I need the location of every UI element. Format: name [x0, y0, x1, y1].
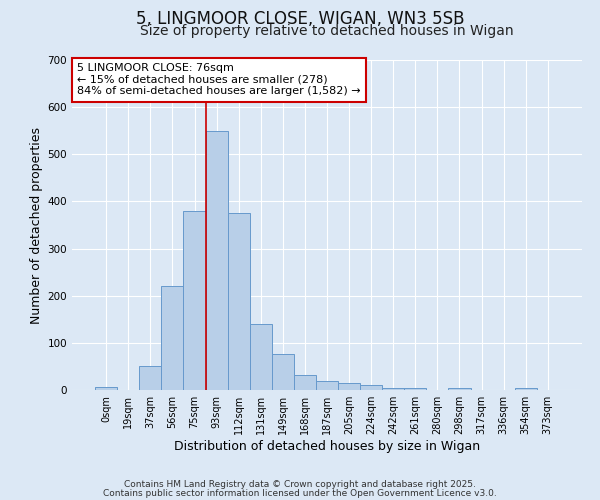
Bar — [360, 386, 382, 390]
Bar — [382, 388, 404, 390]
Title: Size of property relative to detached houses in Wigan: Size of property relative to detached ho… — [140, 24, 514, 38]
Bar — [338, 383, 360, 390]
Bar — [139, 366, 161, 390]
Bar — [161, 286, 184, 390]
Bar — [95, 386, 117, 390]
Text: Contains public sector information licensed under the Open Government Licence v3: Contains public sector information licen… — [103, 488, 497, 498]
Bar — [227, 213, 250, 390]
Bar — [184, 211, 206, 390]
Bar — [294, 375, 316, 390]
Bar — [515, 388, 537, 390]
Bar — [272, 354, 294, 390]
Y-axis label: Number of detached properties: Number of detached properties — [31, 126, 43, 324]
Text: 5, LINGMOOR CLOSE, WIGAN, WN3 5SB: 5, LINGMOOR CLOSE, WIGAN, WN3 5SB — [136, 10, 464, 28]
Bar — [206, 130, 227, 390]
Bar — [404, 388, 427, 390]
Text: Contains HM Land Registry data © Crown copyright and database right 2025.: Contains HM Land Registry data © Crown c… — [124, 480, 476, 489]
Bar — [448, 388, 470, 390]
Bar — [250, 324, 272, 390]
Bar — [316, 380, 338, 390]
X-axis label: Distribution of detached houses by size in Wigan: Distribution of detached houses by size … — [174, 440, 480, 453]
Text: 5 LINGMOOR CLOSE: 76sqm
← 15% of detached houses are smaller (278)
84% of semi-d: 5 LINGMOOR CLOSE: 76sqm ← 15% of detache… — [77, 64, 361, 96]
